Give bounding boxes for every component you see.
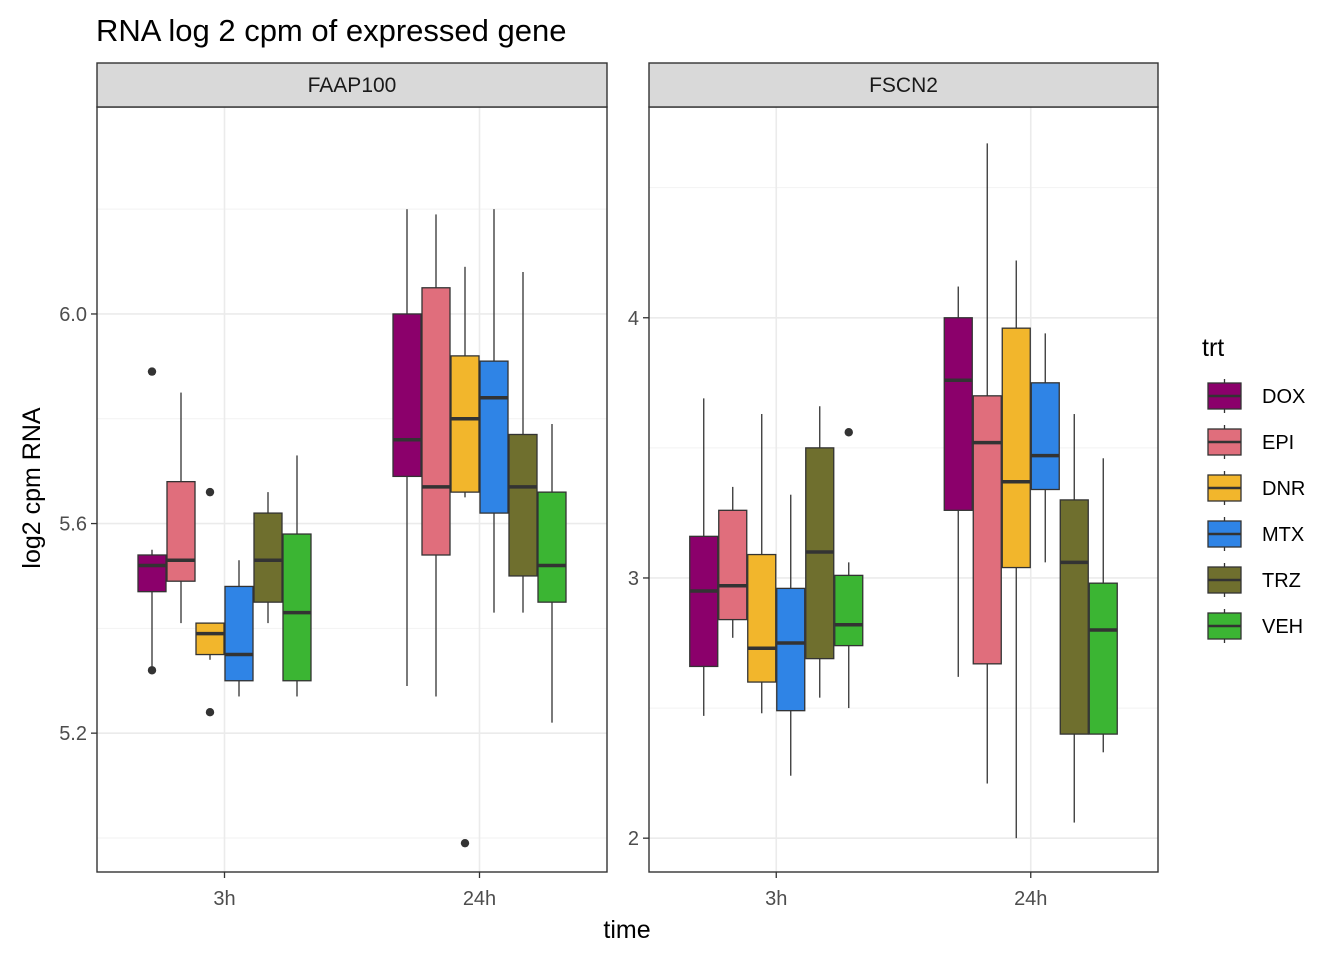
strip-background (648, 62, 1159, 108)
box-body (166, 480, 196, 582)
box-fscn2-3h-dox (689, 398, 719, 716)
box-body (137, 554, 167, 593)
legend-label: MTX (1262, 524, 1304, 546)
y-tick-label: 4 (628, 308, 639, 330)
strip-label: FSCN2 (869, 74, 938, 97)
legend-item-veh: VEH (1207, 609, 1303, 643)
box-faap100-24h-trz (508, 272, 538, 613)
box-faap100-24h-mtx (479, 209, 509, 613)
box-faap100-24h-dnr (450, 266, 480, 848)
legend: trt DOX EPI DNR MTX TRZ VEH (1202, 334, 1305, 643)
outlier-point (147, 666, 157, 675)
box-faap100-24h-epi (421, 214, 451, 697)
box-body (479, 360, 509, 514)
box-faap100-3h-mtx (224, 560, 254, 697)
legend-title: trt (1202, 334, 1224, 362)
box-fscn2-24h-mtx (1030, 333, 1060, 563)
panel-faap100: FAAP100 5.2 5.6 6.0 3h 24h (59, 62, 608, 910)
legend-item-dox: DOX (1207, 379, 1305, 413)
box-body (943, 317, 973, 511)
box-body (508, 433, 538, 577)
box-body (689, 535, 719, 668)
box-fscn2-24h-trz (1059, 414, 1089, 823)
panel-background (649, 107, 1158, 872)
box-fscn2-3h-dnr (747, 414, 777, 714)
legend-item-mtx: MTX (1207, 517, 1304, 551)
box-fscn2-24h-veh (1088, 458, 1118, 753)
outlier-point (205, 487, 215, 497)
outlier-point (844, 428, 853, 437)
y-tick-label: 2 (628, 828, 639, 850)
outlier-point (460, 838, 470, 848)
box-body (834, 574, 864, 647)
outlier-point (147, 367, 157, 376)
box-body (253, 512, 283, 603)
legend-label: DNR (1262, 478, 1305, 500)
box-fscn2-3h-epi (718, 486, 748, 638)
x-tick-label: 24h (1014, 888, 1047, 910)
box-body (224, 585, 254, 682)
x-tick-label: 3h (765, 888, 787, 910)
box-body (282, 533, 312, 682)
legend-item-epi: EPI (1207, 425, 1294, 459)
y-tick-label: 5.6 (59, 514, 87, 536)
y-axis-title: log2 cpm RNA (18, 407, 46, 568)
box-fscn2-24h-dox (943, 286, 973, 677)
box-fscn2-24h-epi (972, 143, 1002, 784)
box-body (776, 587, 806, 712)
box-body (1001, 327, 1031, 569)
box-faap100-24h-dox (392, 209, 422, 686)
y-tick-label: 6.0 (59, 304, 87, 326)
x-axis-title: time (603, 916, 650, 944)
x-tick-label: 24h (463, 888, 496, 910)
legend-label: VEH (1262, 616, 1303, 638)
outlier-point (205, 707, 215, 717)
box-body (537, 491, 567, 603)
box-body (195, 622, 225, 656)
box-body (450, 355, 480, 493)
box-faap100-3h-dox (137, 367, 167, 675)
strip-label: FAAP100 (308, 74, 397, 97)
box-body (1088, 582, 1118, 735)
legend-label: DOX (1262, 386, 1305, 408)
box-fscn2-3h-mtx (776, 494, 806, 776)
box-body (972, 395, 1002, 665)
legend-item-dnr: DNR (1207, 471, 1305, 505)
legend-label: EPI (1262, 432, 1294, 454)
box-fscn2-24h-dnr (1001, 260, 1031, 839)
box-faap100-24h-veh (537, 424, 567, 723)
panel-fscn2: FSCN2 2 3 4 3h 24h (628, 62, 1159, 910)
box-faap100-3h-epi (166, 392, 196, 624)
x-tick-label: 3h (213, 888, 235, 910)
box-body (421, 287, 451, 556)
y-tick-label: 3 (628, 568, 639, 590)
box-fscn2-3h-trz (805, 406, 835, 698)
box-body (747, 553, 777, 683)
box-faap100-3h-dnr (195, 487, 225, 717)
box-body (392, 313, 422, 478)
chart-title: RNA log 2 cpm of expressed gene (96, 13, 566, 48)
legend-item-trz: TRZ (1207, 563, 1301, 597)
strip-background (96, 62, 608, 108)
box-body (1059, 499, 1089, 735)
box-body (1030, 382, 1060, 491)
box-fscn2-3h-veh (834, 428, 864, 709)
legend-label: TRZ (1262, 570, 1301, 592)
box-faap100-3h-veh (282, 455, 312, 697)
box-faap100-3h-trz (253, 492, 283, 624)
y-tick-label: 5.2 (59, 723, 87, 745)
box-body (718, 509, 748, 621)
